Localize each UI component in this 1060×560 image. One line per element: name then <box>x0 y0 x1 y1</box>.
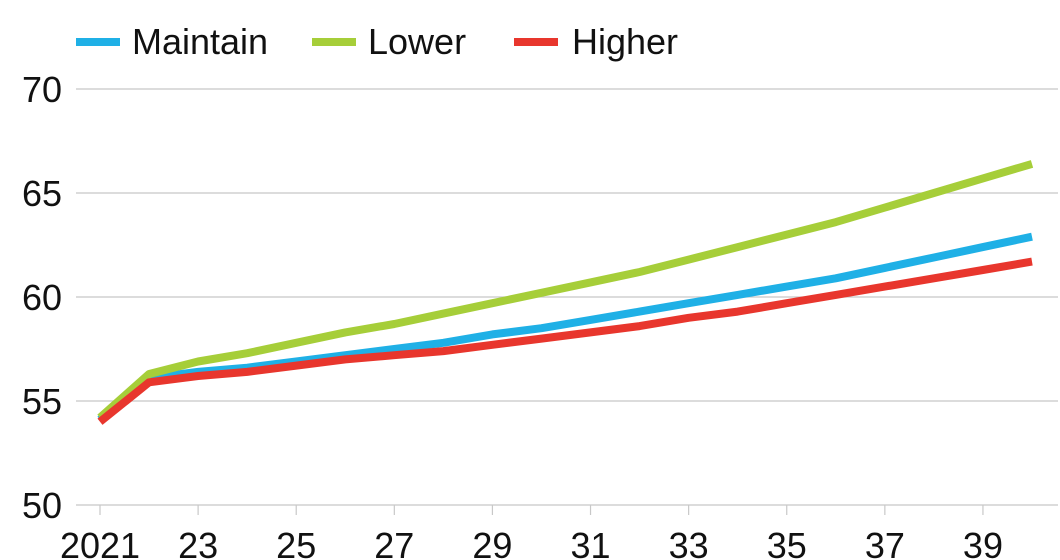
x-tick-label: 33 <box>669 525 709 560</box>
legend-label-higher: Higher <box>572 21 678 62</box>
x-tick-label: 37 <box>865 525 905 560</box>
gridlines <box>76 88 1058 506</box>
x-tick-label: 25 <box>276 525 316 560</box>
series-line-higher <box>97 257 1033 425</box>
legend-label-lower: Lower <box>368 21 466 62</box>
x-tick-label: 27 <box>374 525 414 560</box>
x-axis: 2021 23 25 27 29 31 33 35 37 39 <box>60 505 1003 560</box>
x-tick-label: 39 <box>963 525 1003 560</box>
y-tick-label: 65 <box>22 173 62 214</box>
x-tick-label: 31 <box>571 525 611 560</box>
y-axis: 50 55 60 65 70 <box>22 69 62 526</box>
x-tick-label: 29 <box>472 525 512 560</box>
series-line-lower <box>97 160 1034 421</box>
y-tick-label: 55 <box>22 381 62 422</box>
y-tick-label: 60 <box>22 277 62 318</box>
x-tick-label: 2021 <box>60 525 140 560</box>
series-lines <box>97 160 1034 425</box>
x-tick-label: 23 <box>178 525 218 560</box>
legend-label-maintain: Maintain <box>132 21 268 62</box>
y-tick-label: 70 <box>22 69 62 110</box>
y-tick-label: 50 <box>22 485 62 526</box>
legend: Maintain Lower Higher <box>76 21 678 62</box>
series-line-maintain <box>97 232 1033 423</box>
x-tick-label: 35 <box>767 525 807 560</box>
